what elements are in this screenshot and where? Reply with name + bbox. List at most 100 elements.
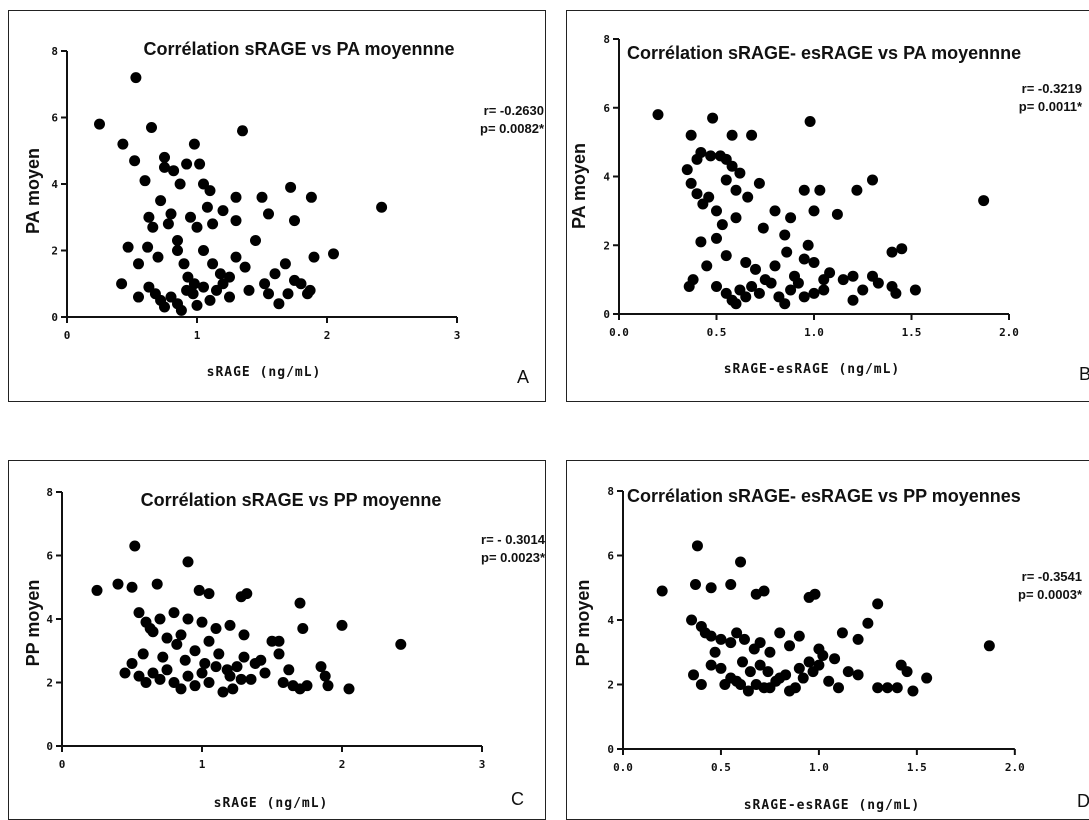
data-point [239, 261, 251, 273]
data-point [129, 155, 141, 167]
data-point [852, 669, 864, 681]
data-point [217, 686, 229, 698]
data-point [224, 619, 236, 631]
data-point [157, 651, 169, 663]
data-point [395, 638, 407, 650]
data-point [161, 664, 173, 676]
data-point [715, 633, 727, 645]
data-point [154, 673, 166, 685]
x-tick-label: 0.5 [711, 761, 731, 774]
data-point [754, 659, 766, 671]
data-point [133, 258, 144, 270]
data-point [146, 121, 157, 133]
x-tick-label: 0.0 [609, 326, 629, 339]
x-tick-label: 2 [339, 758, 346, 771]
y-tick-label: 8 [603, 33, 610, 46]
data-point [695, 146, 707, 158]
data-point [214, 268, 226, 280]
data-point [837, 274, 849, 286]
p-value: p= 0.0003* [1018, 587, 1083, 602]
panel-letter: C [511, 789, 524, 809]
data-point [781, 246, 793, 258]
data-point [731, 675, 743, 687]
data-point [171, 638, 183, 650]
chart-title: Corrélation sRAGE vs PP moyenne [141, 490, 442, 510]
data-point [983, 640, 995, 652]
data-point [289, 215, 300, 227]
plot-area: 0.0 0.5 1.0 1.5 2.0 0 2 4 6 8 [607, 485, 1024, 774]
data-point [686, 614, 698, 626]
data-point [797, 672, 809, 684]
data-point [847, 294, 859, 306]
data-point [695, 679, 707, 690]
data-point [716, 219, 728, 231]
data-point [154, 613, 166, 625]
data-point [168, 607, 180, 619]
data-point [256, 191, 268, 203]
data-point [750, 263, 761, 275]
data-point [872, 598, 884, 610]
data-point [129, 540, 141, 552]
data-point [785, 284, 797, 296]
y-tick-label: 6 [607, 550, 614, 563]
data-point [255, 654, 267, 666]
data-point [691, 188, 703, 200]
data-point [139, 175, 151, 187]
data-point [277, 677, 289, 688]
data-point [162, 218, 174, 230]
data-point [133, 670, 145, 682]
data-point [711, 232, 722, 244]
data-point [701, 260, 713, 272]
data-point [203, 588, 215, 600]
data-point [188, 278, 200, 290]
x-tick-label: 0 [59, 758, 66, 771]
data-point [818, 284, 830, 296]
data-point [685, 129, 697, 141]
data-point [758, 585, 770, 597]
data-point [182, 670, 194, 682]
data-point [221, 664, 233, 676]
data-point [857, 284, 869, 296]
data-point [836, 627, 848, 639]
data-point [711, 205, 722, 217]
y-tick-label: 8 [51, 45, 58, 58]
data-point [762, 666, 774, 678]
data-point [217, 205, 229, 217]
data-point [91, 584, 103, 596]
data-point [155, 195, 167, 207]
data-point [798, 291, 810, 303]
x-tick-label: 1.0 [804, 326, 824, 339]
y-tick-label: 2 [603, 239, 610, 252]
chart-panel-c: Corrélation sRAGE vs PP moyenne PP moyen… [8, 460, 546, 820]
data-point [705, 150, 717, 162]
data-point [112, 578, 124, 590]
data-point [241, 588, 253, 600]
data-point [204, 294, 216, 306]
data-point [804, 116, 816, 127]
plot-area: 0 1 2 3 0 2 4 6 8 [46, 486, 485, 771]
data-point [705, 630, 717, 642]
data-point [217, 278, 229, 290]
data-point [297, 623, 309, 635]
data-point [852, 633, 864, 645]
data-point [319, 670, 331, 682]
data-point [703, 191, 715, 203]
data-point [731, 627, 743, 639]
chart-panel-a: Corrélation sRAGE vs PA moyennne PA moye… [8, 10, 546, 402]
data-point [213, 648, 225, 660]
data-point [695, 236, 707, 248]
data-point [126, 657, 138, 669]
data-point [779, 229, 791, 241]
data-point [147, 626, 159, 638]
y-tick-label: 4 [51, 178, 58, 191]
y-tick-label: 6 [46, 550, 53, 563]
data-point [711, 281, 722, 292]
x-axis-label: sRAGE-esRAGE (ng/mL) [744, 798, 921, 813]
data-point [734, 167, 746, 179]
data-point [851, 184, 863, 196]
data-point [803, 656, 815, 668]
x-tick-label: 0 [64, 329, 71, 342]
data-point [656, 585, 668, 597]
data-point [735, 556, 747, 568]
x-axis-label: sRAGE-esRAGE (ng/mL) [724, 362, 901, 377]
